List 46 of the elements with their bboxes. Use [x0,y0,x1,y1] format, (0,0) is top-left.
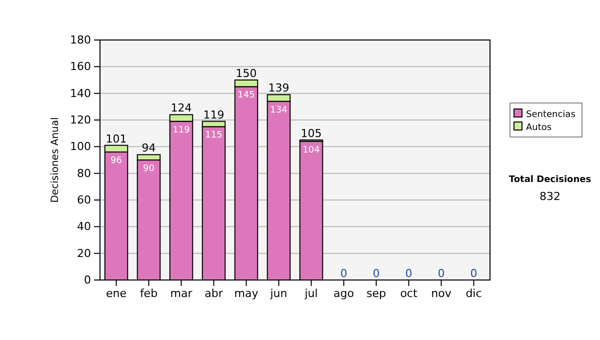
total-label: 101 [106,132,127,146]
y-tick-label: 100 [70,140,91,154]
data-label: 145 [238,90,255,101]
y-axis-title: Decisiones Anual [50,117,61,203]
total-label: 0 [340,267,348,280]
y-tick-label: 140 [70,86,91,100]
total-label: 0 [438,267,445,280]
y-tick-label: 120 [70,114,91,127]
text: 832 [540,190,560,203]
y-tick-label: 80 [77,166,91,180]
x-tick-label: sep [366,286,386,300]
data-label: 115 [205,130,222,141]
total-label: 119 [203,108,224,122]
y-tick-label: 160 [70,60,91,74]
x-tick-label: dic [466,286,482,300]
x-tick-label: mar [170,286,193,300]
x-tick-label: feb [140,286,158,300]
total-label: 0 [405,267,412,280]
data-label: 134 [270,105,288,116]
x-tick-label: abr [204,286,224,300]
x-tick-label: jul [304,286,318,300]
total-label: 139 [268,82,290,95]
y-tick-label: 60 [77,194,91,207]
data-label: 96 [110,156,122,166]
total-label: 0 [470,267,478,280]
y-tick-label: 180 [70,34,91,47]
total-label: 124 [170,102,192,115]
y-tick-label: 40 [77,220,91,234]
x-tick-label: may [234,286,259,300]
x-tick-label: oct [400,286,418,300]
data-label: 104 [302,145,320,156]
x-tick-label: ene [106,286,127,300]
x-tick-label: jun [269,286,288,300]
data-label: 119 [172,125,190,136]
x-tick-label: nov [431,286,452,300]
x-tick-label: ago [334,286,354,300]
legend-label: Sentencias [526,110,576,120]
text: Total Decisiones [508,175,592,185]
data-label: 90 [143,164,155,174]
legend-label: Autos [526,123,552,133]
total-label: 150 [236,67,257,80]
total-label: 94 [142,142,156,155]
total-label: 0 [372,267,380,280]
y-tick-label: 0 [84,274,91,287]
total-label: 105 [300,127,322,140]
y-tick-label: 20 [77,246,91,260]
